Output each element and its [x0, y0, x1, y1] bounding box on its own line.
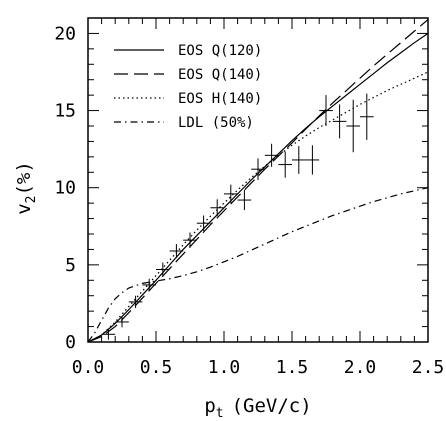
- data-point: [169, 244, 184, 258]
- series-line-3: [88, 187, 428, 342]
- data-point: [305, 145, 320, 175]
- data-point: [278, 151, 292, 178]
- y-axis-unit: (%): [13, 161, 35, 195]
- y-axis-subscript: 2: [24, 196, 39, 204]
- y-tick-label: 5: [65, 255, 76, 276]
- data-point: [101, 328, 116, 340]
- x-axis-symbol: p: [204, 395, 215, 417]
- x-tick-label: 1.0: [208, 357, 241, 378]
- y-tick-label: 10: [54, 178, 76, 199]
- legend-label-1: EOS Q(140): [178, 67, 262, 83]
- y-tick-label: 20: [54, 23, 76, 44]
- plot-frame: [87, 17, 429, 343]
- data-point: [332, 104, 347, 139]
- y-axis-symbol: v: [13, 203, 35, 214]
- data-point: [251, 158, 265, 180]
- y-axis-title: v2(%): [13, 161, 39, 215]
- data-point: [346, 99, 360, 153]
- y-tick-labels: 0 5 10 15 20: [54, 23, 76, 353]
- x-tick-label: 2.5: [412, 357, 445, 378]
- y-tick-label: 15: [54, 101, 76, 122]
- x-axis-title: pt (GeV/c): [204, 395, 311, 421]
- data-point: [142, 278, 156, 292]
- data-point: [210, 199, 224, 217]
- data-point: [128, 295, 143, 309]
- data-point: [264, 143, 279, 167]
- data-point: [156, 262, 170, 277]
- data-point: [115, 316, 129, 328]
- x-tick-label: 0.0: [72, 357, 105, 378]
- x-axis-unit: (GeV/c): [232, 395, 312, 417]
- data-point: [292, 146, 306, 174]
- data-point: [237, 190, 252, 211]
- y-tick-label: 0: [65, 332, 76, 353]
- data-point: [183, 232, 197, 248]
- data-points: [101, 93, 374, 340]
- x-axis-subscript: t: [216, 406, 224, 421]
- legend: EOS Q(120) EOS Q(140) EOS H(140) LDL (50%): [114, 43, 262, 131]
- plot-border: [87, 17, 429, 343]
- legend-label-3: LDL (50%): [178, 115, 254, 131]
- x-tick-labels: 0.0 0.5 1.0 1.5 2.0 2.5: [72, 357, 445, 378]
- x-tick-label: 1.5: [276, 357, 309, 378]
- data-point: [360, 93, 374, 140]
- data-point: [319, 95, 333, 126]
- data-point: [196, 215, 211, 231]
- legend-label-0: EOS Q(120): [178, 43, 262, 59]
- x-tick-label: 0.5: [140, 357, 173, 378]
- x-tick-label: 2.0: [344, 357, 377, 378]
- legend-label-2: EOS H(140): [178, 91, 262, 107]
- data-point: [224, 184, 238, 204]
